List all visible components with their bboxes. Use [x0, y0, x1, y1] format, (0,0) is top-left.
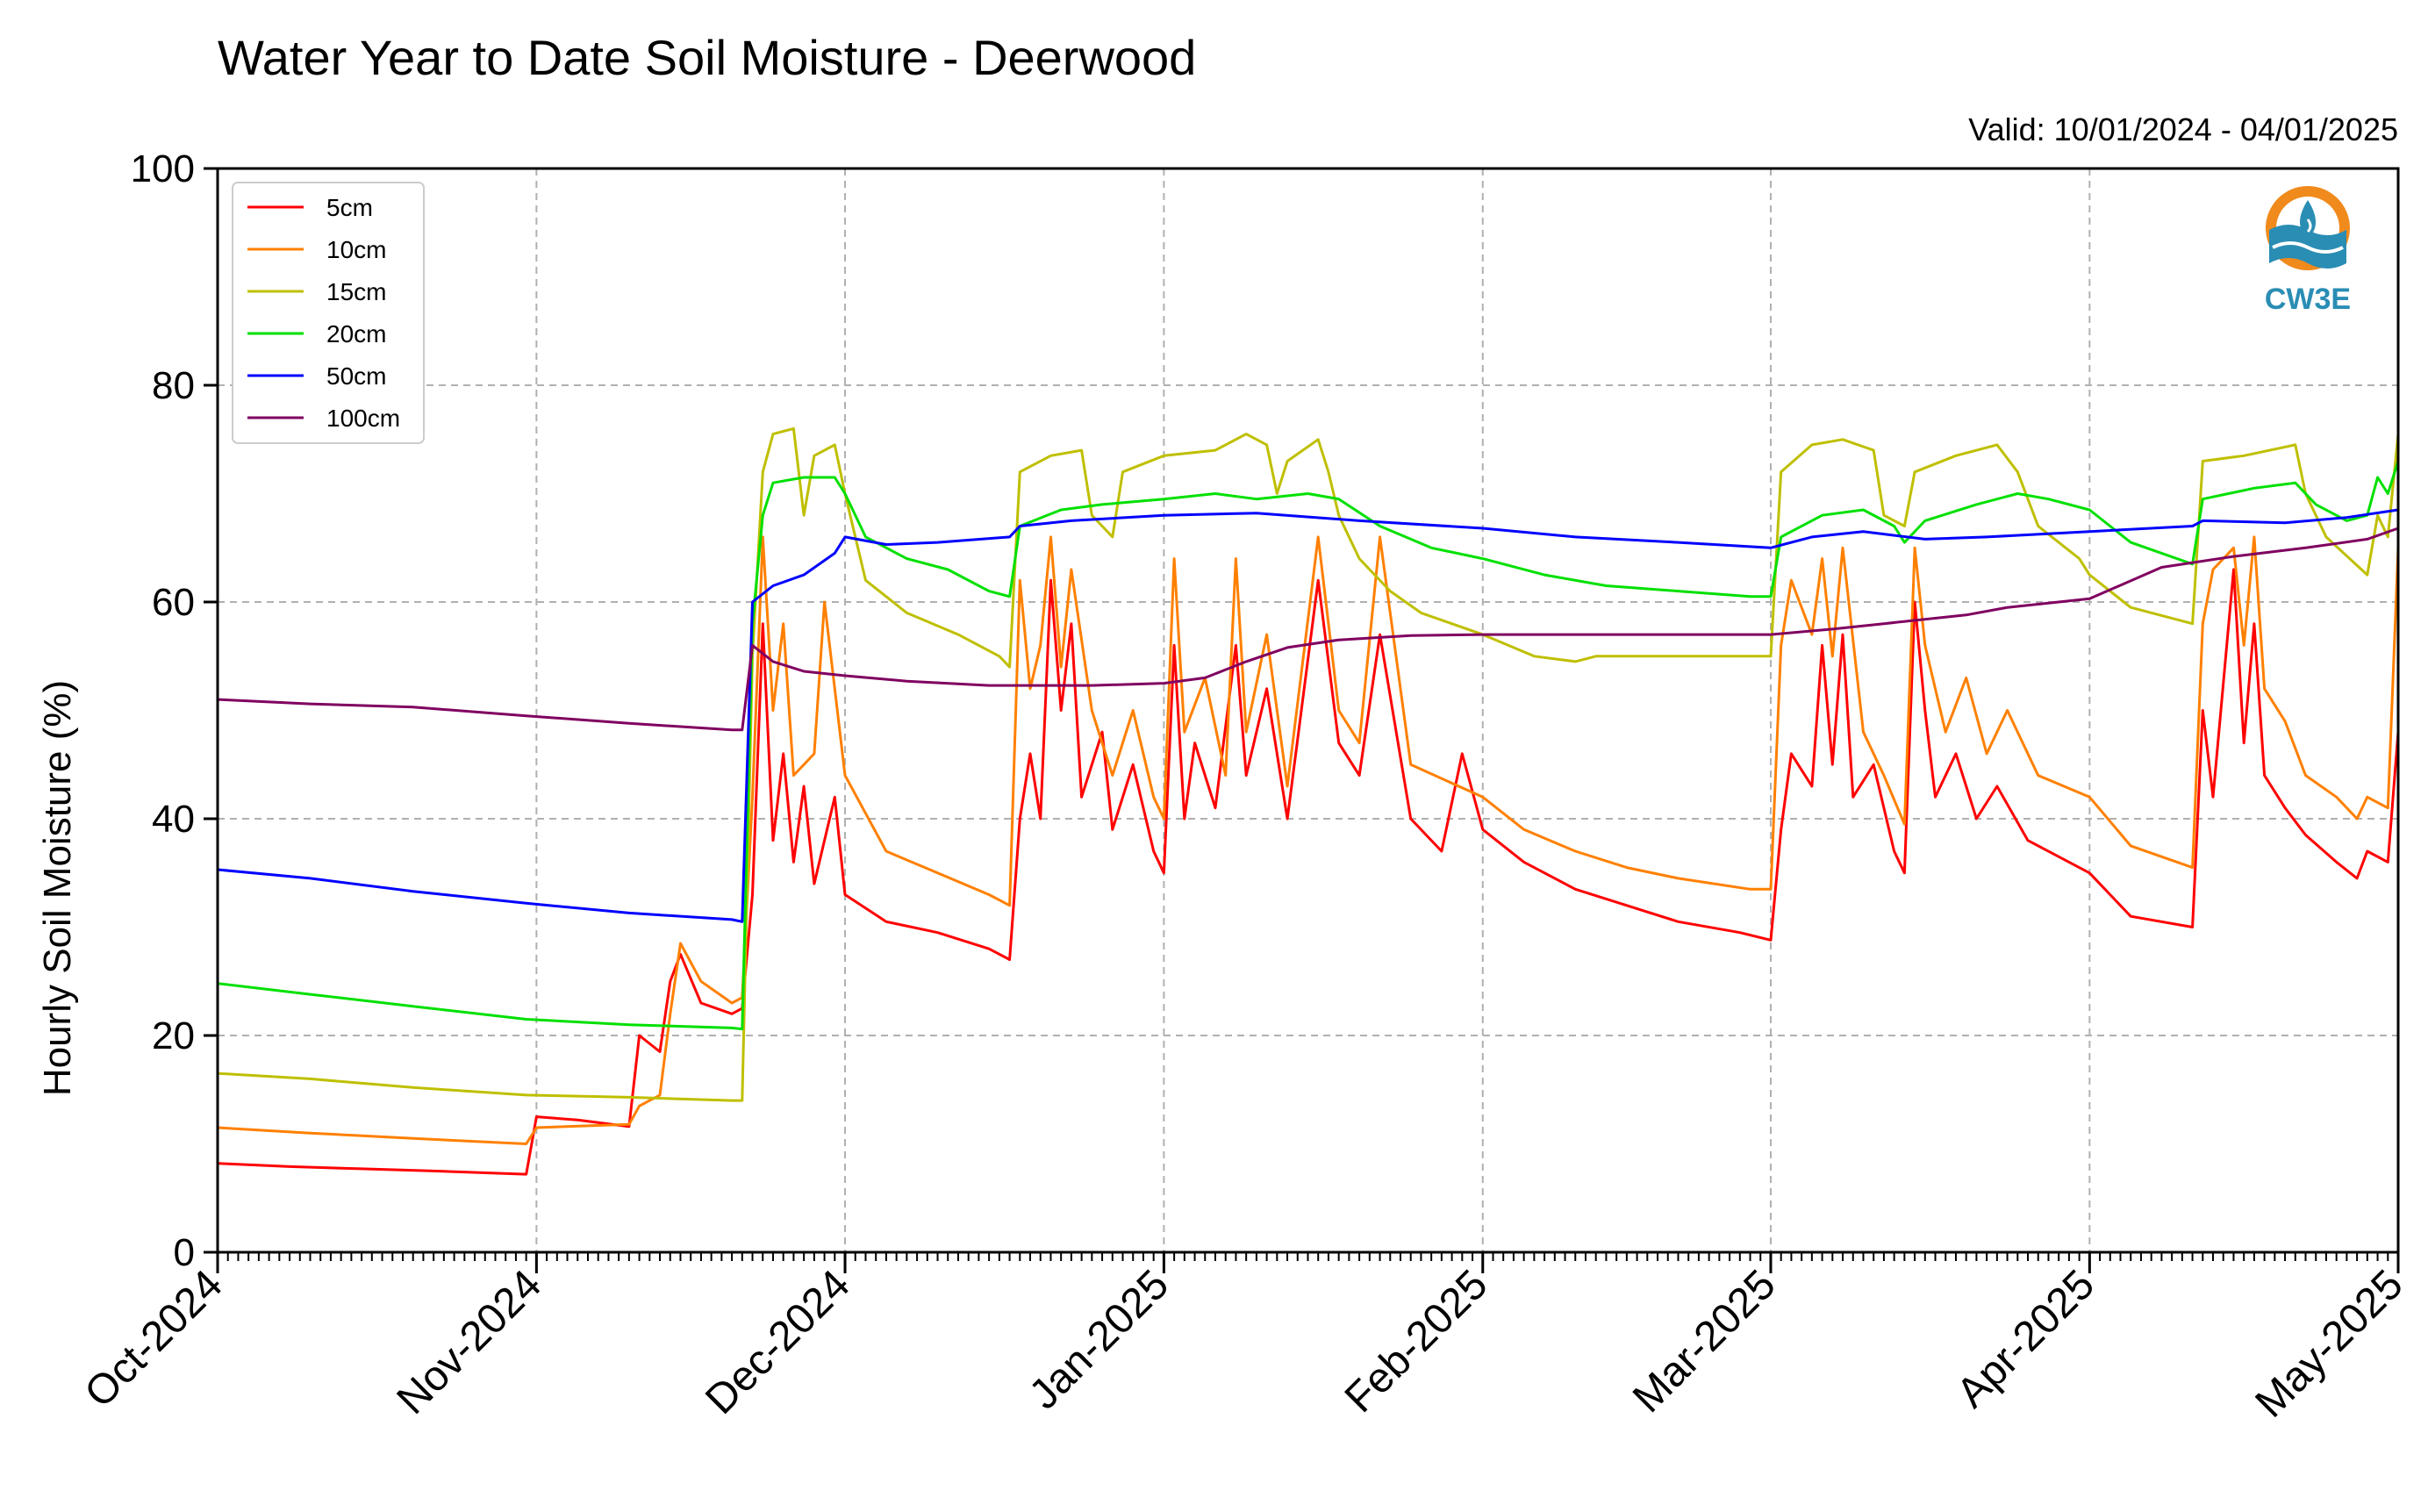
series-line-50cm — [217, 508, 2399, 923]
x-tick-label: Nov-2024 — [389, 1261, 551, 1423]
series-line-15cm — [217, 426, 2400, 1102]
legend-label-5cm: 5cm — [326, 194, 373, 221]
y-tick-label: 40 — [152, 798, 195, 841]
series-line-100cm — [217, 527, 2399, 732]
x-tick-label: Feb-2025 — [1336, 1261, 1497, 1422]
x-tick-label: Apr-2025 — [1948, 1261, 2103, 1416]
legend-label-100cm: 100cm — [326, 405, 400, 432]
chart-title: Water Year to Date Soil Moisture - Deerw… — [218, 30, 1196, 85]
x-tick-label: Jan-2025 — [1021, 1261, 1178, 1418]
x-tick-label: Oct-2024 — [76, 1261, 232, 1416]
legend-label-15cm: 15cm — [326, 278, 386, 305]
water-drop-sun-logo-icon — [2266, 186, 2350, 270]
legend: 5cm 10cm 15cm 20cm 50cm 100cm — [232, 182, 425, 444]
y-axis-ticks: 0 20 40 60 80 100 — [131, 147, 218, 1274]
series-line-5cm — [217, 568, 2400, 1176]
series-lines — [217, 426, 2400, 1176]
legend-label-10cm: 10cm — [326, 236, 386, 263]
y-tick-label: 60 — [152, 581, 195, 624]
legend-box — [232, 182, 425, 444]
y-axis-label: Hourly Soil Moisture (%) — [36, 680, 79, 1096]
y-tick-label: 80 — [152, 364, 195, 407]
series-line-20cm — [217, 461, 2400, 1031]
cw3e-logo: CW3E — [2265, 186, 2351, 316]
plot-frame — [216, 167, 2400, 1254]
series-line-10cm — [217, 535, 2400, 1145]
legend-label-50cm: 50cm — [326, 362, 386, 390]
y-tick-label: 20 — [152, 1014, 195, 1057]
x-tick-label: Dec-2024 — [697, 1261, 859, 1423]
x-tick-label: Mar-2025 — [1624, 1261, 1785, 1422]
chart-subtitle: Valid: 10/01/2024 - 04/01/2025 — [1968, 111, 2398, 147]
grid-lines — [218, 168, 2398, 1252]
logo-text: CW3E — [2265, 283, 2351, 316]
legend-label-20cm: 20cm — [326, 320, 386, 348]
x-axis-ticks: Oct-2024 Nov-2024 Dec-2024 Jan-2025 Feb-2025… — [76, 1252, 2412, 1427]
y-tick-label: 100 — [131, 147, 195, 190]
x-axis-minor-ticks — [217, 1252, 2399, 1261]
x-tick-label: May-2025 — [2246, 1261, 2411, 1426]
y-tick-label: 0 — [174, 1231, 195, 1274]
